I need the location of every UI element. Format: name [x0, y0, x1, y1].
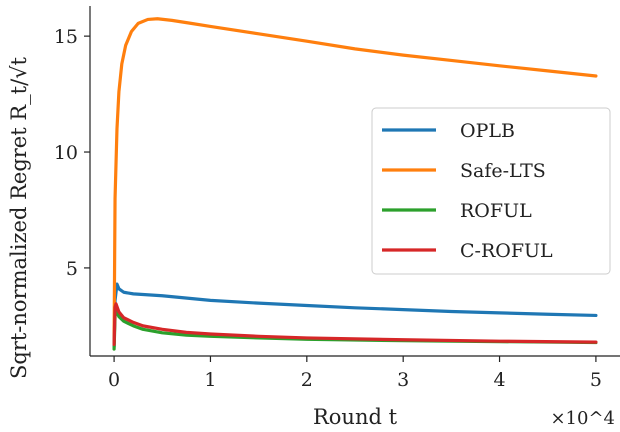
axes [89, 6, 620, 357]
legend-items: OPLB Safe-LTS ROFUL C-ROFUL [382, 120, 553, 262]
y-tick-label: 15 [54, 26, 78, 48]
plot-lines [112, 17, 598, 351]
x-tick-label: 1 [204, 369, 216, 391]
x-tick-label: 0 [108, 369, 120, 391]
series-line-c-roful [112, 302, 598, 347]
legend-label-roful: ROFUL [460, 200, 532, 222]
y-ticks: 5 10 15 [54, 26, 90, 280]
series-line-roful [112, 308, 598, 351]
x-multiplier-label: ×10^4 [550, 408, 615, 429]
legend-label-safe-lts: Safe-LTS [460, 160, 546, 182]
legend-box [371, 107, 611, 275]
x-ticks: 0 1 2 3 4 5 [108, 356, 602, 391]
x-tick-label: 2 [301, 369, 313, 391]
series-line-safe-lts [112, 17, 598, 342]
legend-label-oplb: OPLB [460, 120, 515, 142]
y-axis-label: Sqrt-normalized Regret R_t/√t [7, 56, 31, 379]
legend-label-c-roful: C-ROFUL [460, 240, 553, 262]
x-axis-label: Round t [313, 405, 398, 429]
y-tick-label: 5 [66, 258, 78, 280]
x-tick-label: 3 [397, 369, 409, 391]
series-line-oplb [112, 282, 598, 349]
x-tick-label: 5 [590, 369, 602, 391]
y-tick-label: 10 [54, 142, 78, 164]
legend: OPLB Safe-LTS ROFUL C-ROFUL [371, 107, 611, 275]
x-tick-label: 4 [493, 369, 505, 391]
